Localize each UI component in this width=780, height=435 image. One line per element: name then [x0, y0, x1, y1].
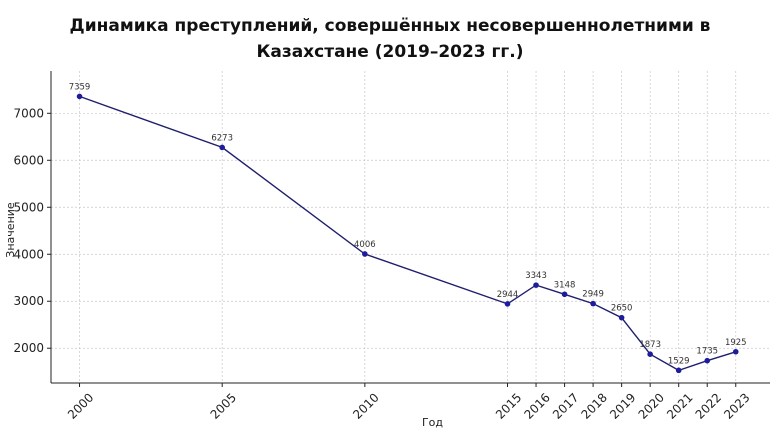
data-label: 1873	[639, 340, 661, 350]
series-line	[79, 95, 737, 372]
x-tick-label: 2018	[579, 390, 610, 421]
data-label: 3148	[554, 280, 576, 290]
data-point	[504, 301, 511, 307]
data-label: 6273	[211, 133, 233, 143]
data-label: 3343	[525, 271, 547, 281]
data-point	[732, 348, 739, 355]
data-point	[618, 314, 625, 321]
data-label: 1925	[725, 338, 747, 348]
x-tick-label: 2021	[664, 390, 695, 421]
x-tick-label: 2017	[550, 390, 581, 421]
data-label: 1735	[696, 347, 718, 357]
x-tick-label: 2023	[721, 390, 752, 421]
chart-title-line-1: Динамика преступлений, совершённых несов…	[69, 16, 711, 36]
data-point	[590, 300, 596, 307]
data-point	[533, 282, 539, 288]
y-axis-label: Значение	[4, 202, 17, 258]
y-tick-label: 7000	[13, 106, 44, 120]
x-tick-label: 2005	[208, 390, 239, 421]
x-tick-label: 2010	[350, 390, 381, 421]
data-label: 2650	[611, 304, 633, 314]
data-point	[675, 367, 682, 374]
data-point	[362, 251, 368, 257]
x-tick-label: 2020	[636, 390, 667, 421]
data-point	[76, 93, 83, 100]
y-tick-label: 6000	[13, 153, 44, 167]
data-label: 4006	[354, 240, 376, 250]
data-label: 7359	[69, 82, 91, 92]
x-tick-label: 2015	[493, 390, 524, 421]
y-tick-label: 3000	[13, 294, 44, 308]
data-label: 1529	[668, 356, 690, 366]
y-tick-label: 4000	[13, 247, 44, 261]
x-tick-label: 2016	[521, 390, 552, 421]
x-tick-label: 2019	[607, 390, 638, 421]
data-point	[561, 291, 568, 298]
data-label: 2944	[497, 290, 519, 300]
data-point	[647, 351, 653, 357]
x-axis-label: Год	[422, 416, 443, 429]
chart-title-line-2: Казахстане (2019–2023 гг.)	[256, 42, 524, 62]
y-tick-label: 5000	[13, 200, 44, 214]
x-tick-label: 2000	[65, 390, 96, 421]
x-tick-label: 2022	[693, 390, 724, 421]
y-tick-label: 2000	[13, 341, 44, 355]
data-label: 2949	[582, 290, 604, 300]
data-point	[704, 357, 711, 364]
data-point	[219, 144, 225, 151]
